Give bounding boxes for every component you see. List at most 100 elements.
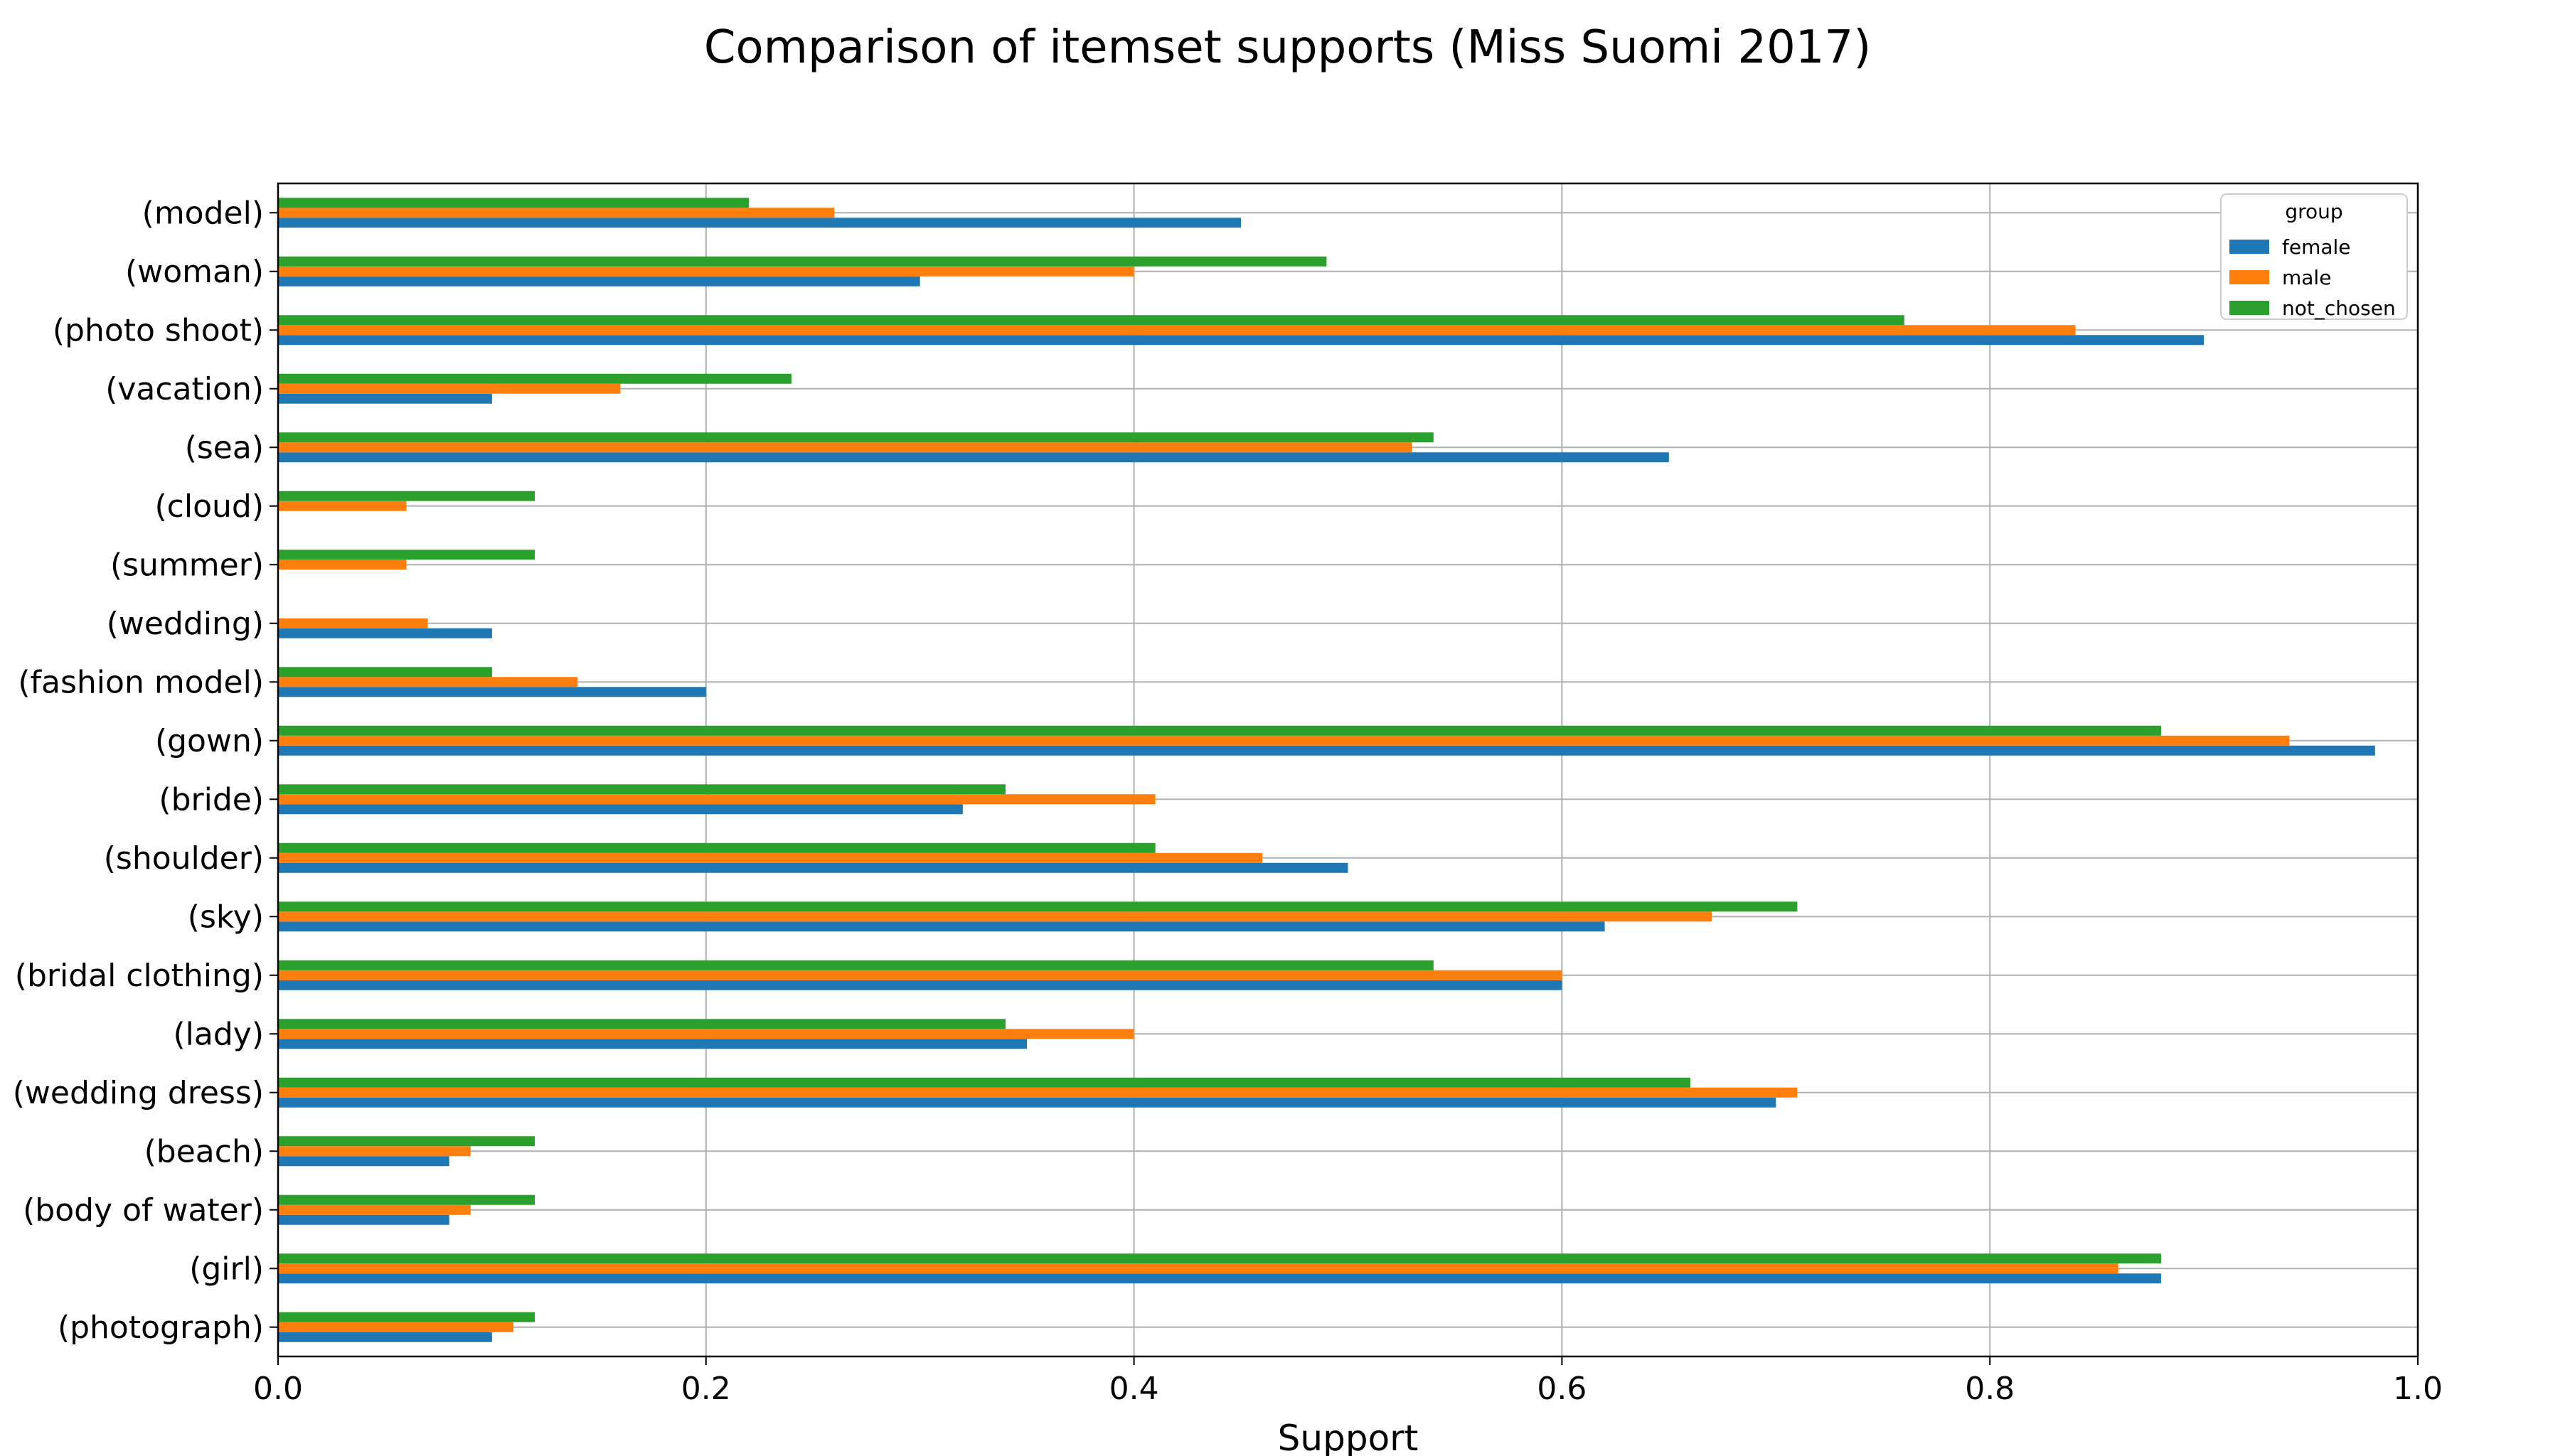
category-label: (lady) [174, 1016, 265, 1052]
bar-female-13 [278, 980, 1562, 990]
bar-not_chosen-15 [278, 1077, 1690, 1088]
legend-swatch-male [2229, 270, 2269, 284]
category-label: (bridal clothing) [15, 958, 264, 994]
bar-not_chosen-6 [278, 550, 535, 560]
bar-male-0 [278, 208, 835, 218]
bar-male-19 [278, 1322, 513, 1332]
bar-male-14 [278, 1029, 1134, 1039]
bar-female-3 [278, 393, 492, 404]
bar-not_chosen-9 [278, 725, 2161, 736]
bar-male-9 [278, 735, 2290, 746]
bar-male-12 [278, 911, 1712, 922]
bar-not_chosen-10 [278, 784, 1006, 795]
bar-male-5 [278, 500, 407, 511]
bar-female-11 [278, 862, 1348, 873]
bar-not_chosen-1 [278, 256, 1327, 267]
category-label: (summer) [110, 547, 264, 583]
x-tick-label: 0.2 [681, 1371, 731, 1407]
bar-male-8 [278, 677, 578, 687]
category-label: (wedding dress) [13, 1075, 264, 1111]
bar-female-10 [278, 804, 963, 815]
legend-label-not_chosen: not_chosen [2282, 296, 2396, 320]
legend-swatch-not_chosen [2229, 301, 2269, 315]
x-axis-label: Support [1278, 1418, 1419, 1456]
category-label: (beach) [144, 1133, 264, 1169]
bar-not_chosen-14 [278, 1019, 1006, 1029]
category-label: (photo shoot) [53, 312, 264, 348]
category-label: (wedding) [107, 606, 264, 642]
grid-layer [277, 183, 2419, 1356]
bar-male-13 [278, 970, 1562, 980]
bar-not_chosen-3 [278, 373, 792, 384]
x-tick-label: 0.6 [1537, 1371, 1587, 1407]
bar-female-14 [278, 1039, 1028, 1049]
bar-male-1 [278, 266, 1134, 277]
legend: group female male not_chosen [2220, 193, 2408, 320]
x-axis: 0.0 0.2 0.4 0.6 0.8 1.0 [253, 1356, 2443, 1407]
bar-not_chosen-12 [278, 901, 1798, 912]
bar-male-3 [278, 383, 621, 394]
bar-male-16 [278, 1146, 471, 1157]
category-label: (photograph) [58, 1310, 264, 1346]
bar-female-18 [278, 1273, 2161, 1284]
bars-layer [278, 198, 2375, 1342]
bar-not_chosen-17 [278, 1194, 535, 1205]
bar-not_chosen-16 [278, 1136, 535, 1147]
bar-female-2 [278, 335, 2205, 346]
bar-male-11 [278, 852, 1263, 863]
category-label: (body of water) [23, 1192, 264, 1228]
category-label: (gown) [155, 723, 264, 759]
bar-not_chosen-18 [278, 1253, 2161, 1264]
bar-male-7 [278, 618, 428, 628]
legend-box [2220, 193, 2408, 320]
bar-not_chosen-13 [278, 960, 1434, 970]
bar-male-6 [278, 560, 407, 570]
bar-female-7 [278, 628, 492, 638]
bar-male-4 [278, 442, 1412, 453]
bar-male-10 [278, 794, 1156, 805]
bar-not_chosen-5 [278, 491, 535, 501]
x-tick-label: 1.0 [2393, 1371, 2443, 1407]
x-tick-label: 0.4 [1109, 1371, 1159, 1407]
category-label: (woman) [125, 254, 264, 290]
chart-title: Comparison of itemset supports (Miss Suo… [703, 21, 1872, 74]
category-label: (vacation) [105, 371, 264, 407]
bar-female-12 [278, 921, 1605, 932]
bar-female-1 [278, 276, 920, 287]
category-label: (sky) [188, 899, 264, 935]
bar-male-18 [278, 1263, 2118, 1274]
bar-not_chosen-19 [278, 1312, 535, 1322]
bar-female-15 [278, 1097, 1776, 1108]
category-label: (bride) [159, 781, 264, 818]
bar-female-17 [278, 1214, 449, 1225]
category-label: (model) [142, 195, 264, 231]
category-label: (girl) [189, 1251, 264, 1287]
bar-not_chosen-0 [278, 198, 749, 208]
category-label: (sea) [185, 429, 264, 466]
plot-frame [277, 182, 2419, 1358]
bar-not_chosen-4 [278, 432, 1434, 443]
category-label: (cloud) [155, 488, 264, 525]
category-label: (shoulder) [104, 840, 264, 877]
x-tick-label: 0.0 [253, 1371, 303, 1407]
bar-female-16 [278, 1156, 449, 1167]
bar-male-2 [278, 325, 2076, 336]
bar-female-0 [278, 218, 1242, 228]
bar-male-15 [278, 1087, 1798, 1098]
bar-female-9 [278, 745, 2375, 756]
bar-female-4 [278, 452, 1669, 463]
legend-label-female: female [2282, 235, 2351, 259]
legend-title: group [2285, 200, 2342, 223]
category-label: (fashion model) [18, 664, 264, 700]
legend-label-male: male [2282, 266, 2331, 289]
bar-not_chosen-2 [278, 315, 1904, 326]
bar-female-19 [278, 1332, 492, 1342]
x-tick-label: 0.8 [1965, 1371, 2015, 1407]
bar-male-17 [278, 1204, 471, 1215]
legend-swatch-female [2229, 240, 2269, 254]
bar-not_chosen-11 [278, 842, 1156, 853]
bar-not_chosen-8 [278, 667, 492, 678]
bar-female-8 [278, 687, 706, 697]
y-axis: (model) (woman) (photo shoot) (vacation) (se… [13, 195, 278, 1346]
